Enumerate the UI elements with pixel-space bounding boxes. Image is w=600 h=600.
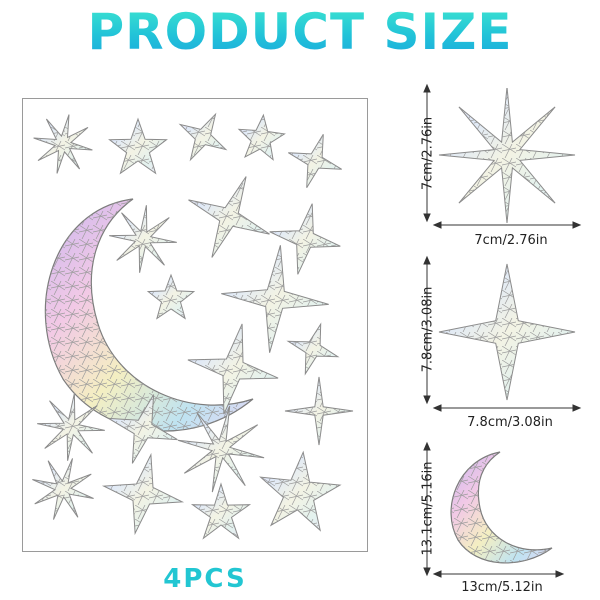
- sample-3-width-label: 13cm/5.12in: [461, 580, 543, 595]
- star-sticker-15-texture: [108, 394, 178, 464]
- star-sticker-4-texture: [239, 115, 285, 160]
- star-sticker-9-texture: [148, 275, 194, 319]
- star-sticker-8-texture: [269, 203, 341, 275]
- sticker-moon: [44, 198, 254, 432]
- star-sticker-2-texture: [109, 119, 167, 174]
- sample-1-height-label: 7cm/2.76in: [420, 116, 436, 191]
- sticker-sheet-artwork: [32, 112, 354, 540]
- sample-3-height-label: 13.1cm/5.16in: [420, 461, 436, 556]
- sample-2-width-label: 7.8cm/3.08in: [467, 415, 553, 430]
- four-point-star-shape-texture: [439, 264, 575, 400]
- star-sticker-5-texture: [288, 134, 342, 188]
- star-sticker-14-texture: [37, 393, 105, 461]
- sticker-stars: [32, 112, 354, 540]
- star-sticker-10-texture: [221, 245, 329, 353]
- page-title: PRODUCT SIZE: [0, 2, 600, 62]
- star-sticker-7-texture: [188, 176, 270, 258]
- sample-crescent-moon: [450, 451, 553, 564]
- star-sticker-12-texture: [187, 323, 279, 415]
- star-sticker-18-texture: [103, 454, 183, 534]
- star-sticker-17-texture: [32, 458, 94, 520]
- quantity-label: 4PCS: [163, 564, 247, 594]
- star-sticker-3-texture: [180, 114, 226, 160]
- sample-eight-point-star: [438, 88, 576, 223]
- star-sticker-20-texture: [260, 452, 340, 531]
- star-sticker-6-texture: [109, 205, 177, 273]
- star-sticker-11-texture: [288, 324, 338, 374]
- sample-1-width-label: 7cm/2.76in: [474, 233, 548, 248]
- sticker-sheet: [22, 98, 368, 552]
- star-sticker-16-texture: [177, 405, 265, 493]
- star-sticker-13-texture: [285, 377, 353, 445]
- star-sticker-19-texture: [192, 484, 250, 539]
- sample-four-point-star: [438, 263, 576, 401]
- star-sticker-1-texture: [33, 114, 93, 174]
- sample-2-height-label: 7.8cm/3.08in: [420, 286, 436, 373]
- eight-point-star-shape-texture: [439, 88, 575, 223]
